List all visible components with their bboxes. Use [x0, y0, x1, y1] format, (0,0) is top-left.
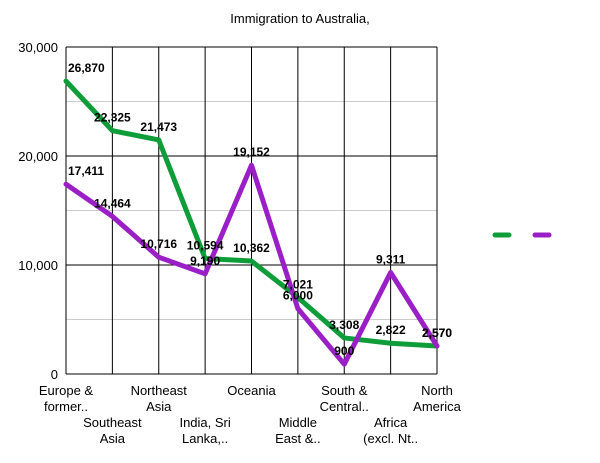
data-label: 10,716 — [140, 237, 177, 251]
x-tick-label-line: India, Sri — [179, 415, 230, 430]
x-tick-label-line: Lanka,.. — [182, 431, 228, 446]
x-tick-label-line: (excl. Nt.. — [363, 431, 418, 446]
data-label: 14,464 — [94, 196, 131, 210]
y-tick-label: 20,000 — [18, 149, 58, 164]
x-tick-label: Middle East &.. — [275, 415, 321, 446]
chart-title: Immigration to Australia, — [230, 11, 369, 26]
x-tick-label-line: Northeast — [131, 383, 188, 398]
grid — [66, 46, 438, 375]
data-label: 900 — [334, 344, 354, 358]
x-tick-label-line: America — [413, 399, 461, 414]
x-tick-label-line: Oceania — [227, 383, 276, 398]
x-tick-label: Southeast Asia — [83, 415, 142, 446]
data-label: 2,822 — [376, 323, 406, 337]
data-label: 9,190 — [190, 254, 220, 268]
x-tick-label: Africa (excl. Nt.. — [363, 415, 418, 446]
data-label: 10,362 — [233, 241, 270, 255]
series-2-line — [63, 162, 440, 367]
y-tick-label: 0 — [51, 367, 58, 382]
x-tick-label-line: Africa — [374, 415, 408, 430]
series-lines — [63, 78, 440, 367]
x-tick-label-line: Middle — [279, 415, 317, 430]
x-tick-label: South & Central.. — [320, 383, 369, 414]
data-label: 26,870 — [68, 61, 105, 75]
data-labels: 26,870 22,325 21,473 10,594 10,362 7,021 3,308… — [68, 61, 452, 358]
x-tick-label-line: Asia — [146, 399, 172, 414]
x-tick-label-line: former.. — [44, 399, 88, 414]
series-1-line — [63, 78, 440, 349]
x-tick-label-line: South & — [321, 383, 368, 398]
data-label: 21,473 — [140, 120, 177, 134]
x-tick-label-line: Europe & — [39, 383, 94, 398]
x-tick-label: Europe & former.. — [39, 383, 94, 414]
data-label: 6,000 — [283, 289, 313, 303]
data-label: 2,570 — [422, 326, 452, 340]
x-tick-label: North America — [413, 383, 461, 414]
x-tick-label-line: Central.. — [320, 399, 369, 414]
data-label: 2,570 — [422, 326, 452, 340]
data-label: 19,152 — [233, 145, 270, 159]
x-tick-label-line: North — [421, 383, 453, 398]
data-label: 17,411 — [68, 164, 104, 178]
x-tick-label: Northeast Asia — [131, 383, 188, 414]
y-tick-label: 10,000 — [18, 258, 58, 273]
x-tick-label-line: Southeast — [83, 415, 142, 430]
data-label: 10,594 — [187, 239, 224, 253]
x-tick-label: India, Sri Lanka,.. — [179, 415, 230, 446]
x-tick-label: Oceania — [227, 383, 276, 398]
y-tick-label: 30,000 — [18, 40, 58, 55]
data-label: 22,325 — [94, 111, 131, 125]
data-label: 9,311 — [376, 253, 406, 267]
data-label: 7,021 — [283, 277, 313, 291]
data-label: 3,308 — [329, 318, 359, 332]
x-tick-label-line: East &.. — [275, 431, 321, 446]
x-tick-label-line: Asia — [100, 431, 126, 446]
